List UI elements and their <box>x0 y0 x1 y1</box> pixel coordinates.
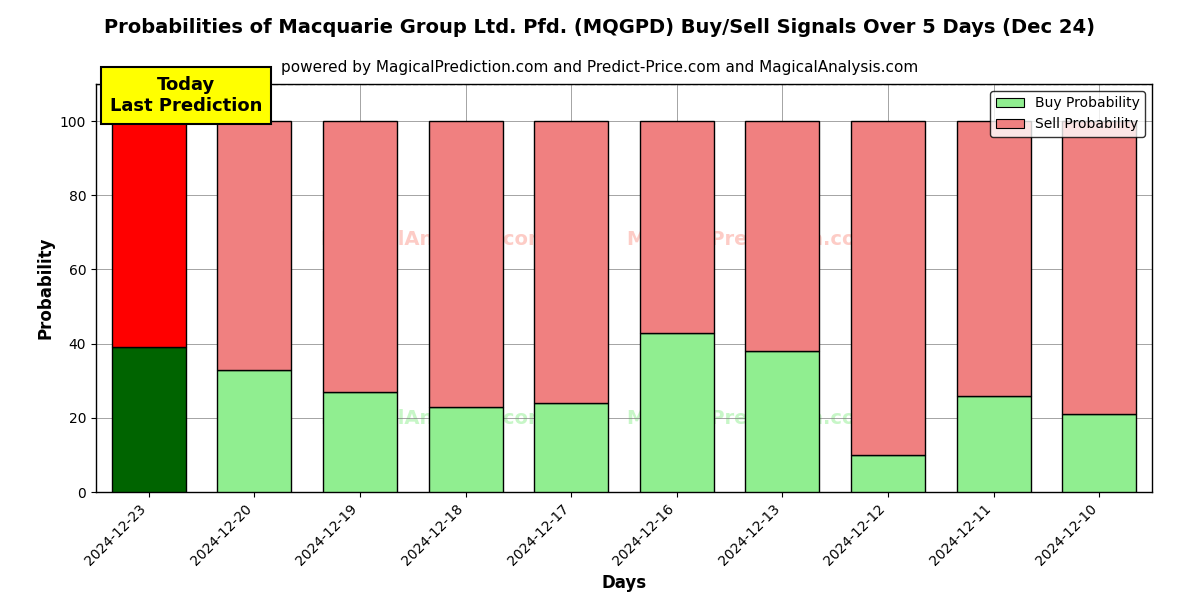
Bar <box>1062 121 1136 414</box>
Y-axis label: Probability: Probability <box>36 237 54 339</box>
Text: Today
Last Prediction: Today Last Prediction <box>109 76 262 115</box>
Bar <box>956 395 1031 492</box>
Bar <box>323 121 397 392</box>
Text: powered by MagicalPrediction.com and Predict-Price.com and MagicalAnalysis.com: powered by MagicalPrediction.com and Pre… <box>281 60 919 75</box>
Bar <box>956 121 1031 395</box>
Bar <box>112 347 186 492</box>
Bar <box>323 392 397 492</box>
Bar <box>428 407 503 492</box>
Text: MagicalAnalysis.com: MagicalAnalysis.com <box>319 230 548 248</box>
Legend: Buy Probability, Sell Probability: Buy Probability, Sell Probability <box>990 91 1145 137</box>
Text: MagicalPrediction.com: MagicalPrediction.com <box>626 409 876 428</box>
Bar <box>851 121 925 455</box>
Bar <box>745 351 820 492</box>
Bar <box>640 332 714 492</box>
Bar <box>851 455 925 492</box>
X-axis label: Days: Days <box>601 574 647 592</box>
Text: Probabilities of Macquarie Group Ltd. Pfd. (MQGPD) Buy/Sell Signals Over 5 Days : Probabilities of Macquarie Group Ltd. Pf… <box>104 18 1096 37</box>
Bar <box>640 121 714 332</box>
Text: MagicalPrediction.com: MagicalPrediction.com <box>626 230 876 248</box>
Bar <box>534 121 608 403</box>
Bar <box>534 403 608 492</box>
Bar <box>217 121 292 370</box>
Bar <box>745 121 820 351</box>
Bar <box>112 121 186 347</box>
Bar <box>1062 414 1136 492</box>
Bar <box>428 121 503 407</box>
Bar <box>217 370 292 492</box>
Text: MagicalAnalysis.com: MagicalAnalysis.com <box>319 409 548 428</box>
